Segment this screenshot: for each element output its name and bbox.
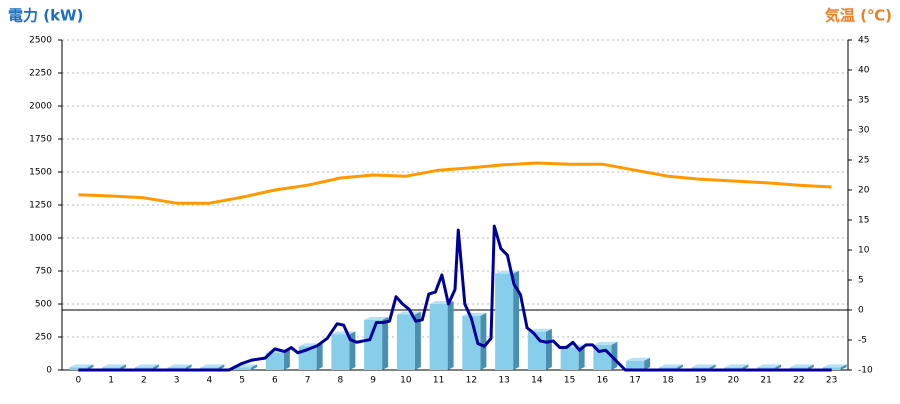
x-tick-label: 8: [338, 376, 344, 386]
x-tick-label: 19: [695, 376, 707, 386]
x-tick-label: 2: [141, 376, 147, 386]
x-tick-label: 15: [564, 376, 575, 386]
x-tick-label: 13: [498, 376, 509, 386]
y2-tick-label: 35: [858, 96, 869, 106]
x-tick-label: 10: [400, 376, 412, 386]
y-tick-label: 250: [35, 333, 52, 343]
bar-top: [102, 364, 127, 368]
bar-top: [69, 364, 94, 368]
x-tick-label: 3: [174, 376, 180, 386]
y2-tick-label: 40: [858, 66, 870, 76]
bar-side: [644, 357, 651, 370]
x-tick-label: 9: [370, 376, 376, 386]
y2-tick-label: -10: [858, 366, 873, 376]
bar-top: [757, 364, 782, 368]
bar-top: [396, 311, 421, 315]
y2-tick-label: 0: [858, 306, 864, 316]
x-tick-label: 5: [239, 376, 245, 386]
y2-tick-label: 45: [858, 36, 869, 46]
bar-top: [167, 364, 192, 368]
x-tick-label: 16: [597, 376, 609, 386]
x-tick-label: 18: [662, 376, 674, 386]
x-tick-label: 11: [433, 376, 444, 386]
bar: [265, 352, 284, 370]
x-tick-label: 4: [207, 376, 213, 386]
x-tick-label: 6: [272, 376, 278, 386]
y-tick-label: 500: [35, 300, 52, 310]
bar-side: [840, 364, 847, 370]
y2-tick-label: 10: [858, 246, 870, 256]
y2-tick-label: 30: [858, 126, 870, 136]
bar-top: [822, 364, 847, 368]
x-tick-label: 14: [531, 376, 543, 386]
y-tick-label: 750: [35, 267, 52, 277]
y-tick-label: 0: [46, 366, 52, 376]
bar-side: [545, 328, 552, 370]
bar-side: [382, 316, 389, 370]
y-tick-label: 1000: [29, 234, 52, 244]
bar-side: [513, 270, 520, 370]
y2-tick-label: 25: [858, 156, 869, 166]
power-line: [78, 224, 832, 372]
bar-side: [447, 301, 454, 370]
bar-top: [691, 364, 716, 368]
bar-side: [480, 312, 487, 370]
bar-side: [283, 349, 290, 370]
bar: [233, 367, 252, 370]
x-tick-label: 21: [760, 376, 771, 386]
bar-top: [364, 316, 389, 320]
bar: [560, 347, 579, 370]
y-tick-label: 1500: [29, 168, 52, 178]
bar: [396, 314, 415, 370]
bar-top: [495, 270, 520, 274]
bar-top: [789, 364, 814, 368]
x-tick-label: 0: [76, 376, 82, 386]
bar-top: [134, 364, 159, 368]
bar-top: [331, 331, 356, 335]
bar: [626, 360, 645, 370]
y2-tick-label: 15: [858, 216, 869, 226]
bar: [364, 319, 383, 370]
x-tick-label: 1: [108, 376, 114, 386]
bar-top: [724, 364, 749, 368]
x-tick-label: 22: [793, 376, 804, 386]
bar: [429, 304, 448, 370]
x-tick-label: 17: [629, 376, 640, 386]
bar-top: [200, 364, 225, 368]
bar-top: [626, 357, 651, 361]
bar-side: [251, 364, 258, 370]
bar-top: [527, 328, 552, 332]
x-tick-label: 23: [826, 376, 837, 386]
y-tick-label: 2250: [29, 69, 52, 79]
temperature-line: [78, 161, 832, 205]
bar-top: [658, 364, 683, 368]
y-axis-title: 電力 (kW): [8, 7, 83, 25]
x-tick-label: 12: [466, 376, 477, 386]
y2-axis-title: 気温 (℃): [825, 7, 892, 25]
y-tick-label: 2000: [29, 102, 52, 112]
bar-side: [611, 341, 618, 370]
y-tick-label: 2500: [29, 36, 52, 46]
bar-side: [316, 343, 323, 370]
y2-tick-label: -5: [858, 336, 867, 346]
bar: [331, 334, 350, 370]
y2-tick-label: 20: [858, 186, 870, 196]
bar-top: [593, 341, 618, 345]
x-tick-label: 20: [728, 376, 740, 386]
bar: [462, 315, 481, 370]
bar: [495, 273, 514, 370]
y-tick-label: 1750: [29, 135, 52, 145]
y-tick-label: 1250: [29, 201, 52, 211]
y2-tick-label: 5: [858, 276, 864, 286]
x-tick-label: 7: [305, 376, 311, 386]
bar-side: [414, 311, 421, 370]
